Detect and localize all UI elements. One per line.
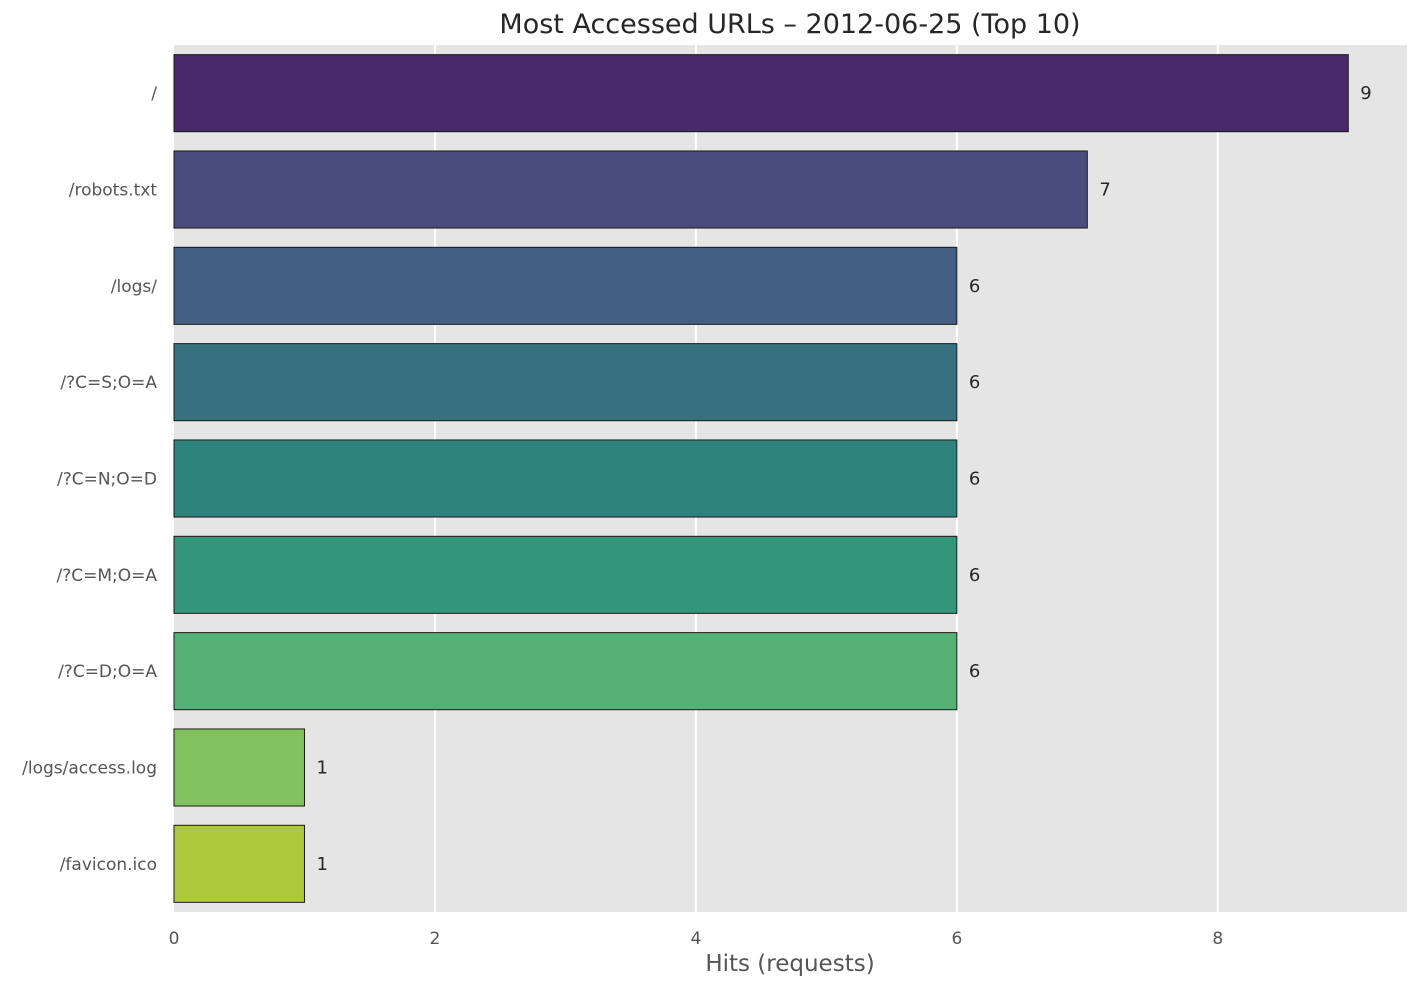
x-tick-label: 6 — [951, 929, 962, 949]
bar — [173, 439, 958, 518]
y-tick-label: /?C=S;O=A — [60, 373, 157, 393]
bar — [173, 246, 958, 325]
value-label: 6 — [969, 276, 980, 297]
y-axis-tick-labels: / /robots.txt/logs/ /?C=S;O=A /?C=N;O=D /?C=… — [22, 84, 157, 875]
bar — [173, 343, 958, 422]
x-tick-label: 4 — [690, 929, 701, 949]
value-labels: 9 7 6 6 6 6 6 1 1 — [316, 83, 1371, 875]
bar — [173, 54, 1349, 133]
value-label: 9 — [1360, 83, 1371, 104]
value-label: 1 — [316, 758, 327, 779]
x-tick-label: 8 — [1212, 929, 1223, 949]
y-tick-label: /?C=M;O=A — [56, 566, 157, 586]
value-label: 7 — [1099, 180, 1110, 201]
value-label: 6 — [969, 372, 980, 393]
value-label: 6 — [969, 565, 980, 586]
bar — [173, 728, 305, 807]
y-tick-label: /logs/ — [111, 277, 157, 297]
value-label: 6 — [969, 469, 980, 490]
y-tick-label: /robots.txt — [69, 181, 158, 201]
x-axis-label: Hits (requests) — [705, 951, 874, 977]
y-tick-label: / — [151, 84, 157, 104]
x-axis-tick-labels: 0 2 4 6 8 — [169, 929, 1224, 949]
y-tick-label: /favicon.ico — [60, 855, 157, 875]
chart-title: Most Accessed URLs – 2012-06-25 (Top 10) — [499, 9, 1080, 40]
bar — [173, 535, 958, 614]
value-label: 6 — [969, 661, 980, 682]
bars — [173, 54, 1349, 903]
y-tick-label: /?C=N;O=D — [57, 470, 157, 490]
bar — [173, 824, 305, 903]
bar — [173, 632, 958, 711]
y-tick-label: /?C=D;O=A — [58, 662, 157, 682]
x-tick-label: 0 — [169, 929, 180, 949]
y-tick-label: /logs/access.log — [22, 759, 157, 779]
x-tick-label: 2 — [430, 929, 441, 949]
bar — [173, 150, 1088, 229]
value-label: 1 — [316, 854, 327, 875]
